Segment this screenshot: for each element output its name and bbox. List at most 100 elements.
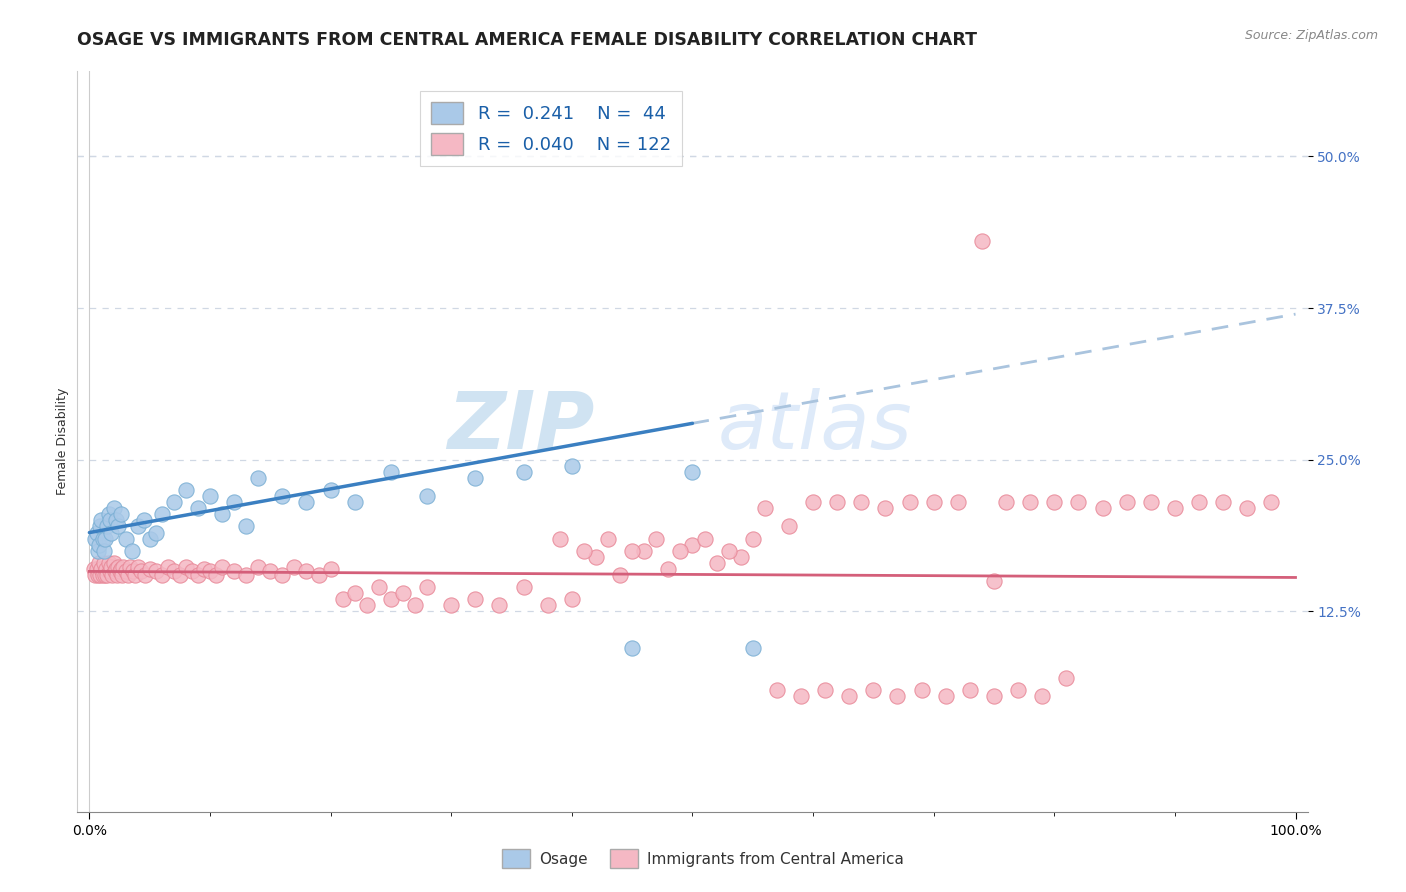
Text: ZIP: ZIP xyxy=(447,388,595,466)
Point xyxy=(1139,495,1161,509)
Point xyxy=(910,683,932,698)
Point xyxy=(572,543,595,558)
Point xyxy=(259,565,281,579)
Point xyxy=(93,543,115,558)
Point xyxy=(150,568,173,582)
Point xyxy=(983,690,1005,704)
Point xyxy=(754,501,776,516)
Point xyxy=(104,565,127,579)
Point xyxy=(766,683,789,698)
Legend: R =  0.241    N =  44, R =  0.040    N = 122: R = 0.241 N = 44, R = 0.040 N = 122 xyxy=(420,92,682,166)
Point xyxy=(1054,671,1077,685)
Point xyxy=(247,471,270,485)
Point xyxy=(621,543,644,558)
Point xyxy=(145,565,167,579)
Y-axis label: Female Disability: Female Disability xyxy=(56,388,69,495)
Point xyxy=(814,683,837,698)
Point xyxy=(271,489,294,503)
Point xyxy=(717,543,740,558)
Point xyxy=(187,501,209,516)
Point xyxy=(790,690,813,704)
Point xyxy=(180,565,202,579)
Point xyxy=(198,489,221,503)
Point xyxy=(150,508,173,522)
Point xyxy=(87,556,110,570)
Point xyxy=(169,568,191,582)
Point xyxy=(851,495,873,509)
Point xyxy=(93,556,115,570)
Point xyxy=(224,495,246,509)
Point xyxy=(107,559,129,574)
Point xyxy=(682,538,704,552)
Point xyxy=(89,568,111,582)
Point xyxy=(205,568,228,582)
Point xyxy=(271,568,294,582)
Point xyxy=(104,513,127,527)
Point xyxy=(416,489,439,503)
Point xyxy=(87,543,110,558)
Point xyxy=(741,532,763,546)
Point xyxy=(235,568,257,582)
Point xyxy=(112,559,135,574)
Point xyxy=(343,495,366,509)
Point xyxy=(193,562,215,576)
Point xyxy=(224,565,246,579)
Point xyxy=(657,562,679,576)
Point xyxy=(86,562,108,576)
Point xyxy=(96,568,118,582)
Point xyxy=(898,495,921,509)
Point xyxy=(174,559,197,574)
Point xyxy=(283,559,305,574)
Point xyxy=(105,568,128,582)
Point xyxy=(548,532,571,546)
Point xyxy=(247,559,270,574)
Point xyxy=(585,549,607,564)
Point xyxy=(875,501,897,516)
Point xyxy=(124,568,146,582)
Point xyxy=(111,568,134,582)
Point xyxy=(84,568,107,582)
Point xyxy=(440,599,463,613)
Point xyxy=(862,683,884,698)
Point xyxy=(464,471,486,485)
Point xyxy=(730,549,752,564)
Point xyxy=(1067,495,1090,509)
Point xyxy=(96,519,118,533)
Point xyxy=(295,495,318,509)
Point xyxy=(104,562,127,576)
Point xyxy=(1212,495,1234,509)
Point xyxy=(1236,501,1258,516)
Point xyxy=(343,586,366,600)
Point xyxy=(778,519,800,533)
Point xyxy=(645,532,668,546)
Point xyxy=(319,483,342,497)
Point xyxy=(1188,495,1211,509)
Point xyxy=(380,465,402,479)
Point xyxy=(512,580,534,594)
Point xyxy=(380,592,402,607)
Point xyxy=(392,586,415,600)
Point xyxy=(1031,690,1053,704)
Point xyxy=(319,562,342,576)
Point xyxy=(121,543,143,558)
Point xyxy=(682,465,704,479)
Point xyxy=(90,562,112,576)
Point xyxy=(134,568,156,582)
Point xyxy=(121,565,143,579)
Point xyxy=(1019,495,1042,509)
Point xyxy=(1164,501,1187,516)
Point xyxy=(235,519,257,533)
Point xyxy=(596,532,619,546)
Point xyxy=(537,599,560,613)
Point xyxy=(114,532,136,546)
Point xyxy=(404,599,426,613)
Point xyxy=(156,559,179,574)
Point xyxy=(110,562,132,576)
Point xyxy=(295,565,318,579)
Point xyxy=(983,574,1005,588)
Point xyxy=(464,592,486,607)
Point xyxy=(1007,683,1029,698)
Point xyxy=(609,568,631,582)
Point xyxy=(1091,501,1114,516)
Point xyxy=(103,501,125,516)
